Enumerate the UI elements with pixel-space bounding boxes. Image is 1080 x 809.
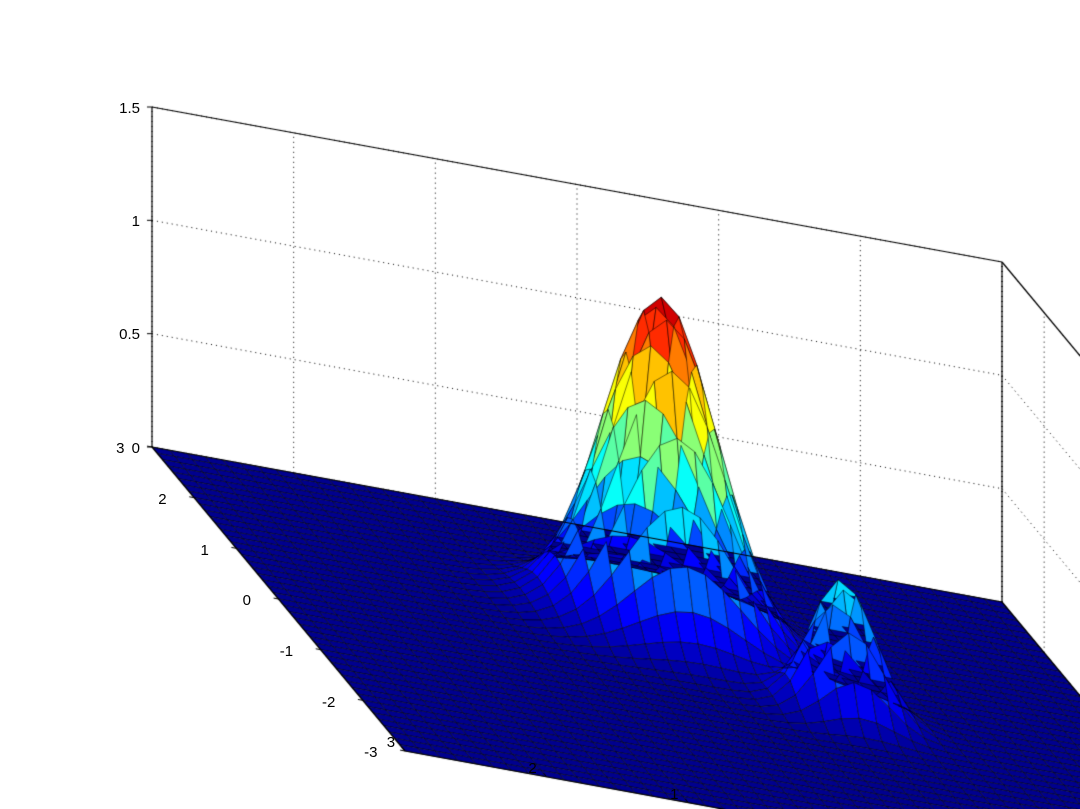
surface-3d-chart: 00.511.5-3-2-10123-3-2-10123 [0, 0, 1080, 809]
axis-tick-label: 2 [528, 760, 536, 777]
axis-tick-label: 3 [387, 734, 395, 751]
axis-tick-label: 0 [243, 592, 251, 609]
axis-tick-label: 0.5 [119, 326, 140, 343]
axis-tick-label: 2 [158, 491, 166, 508]
axis-tick-label: 1 [670, 786, 678, 803]
axis-tick-label: 0 [132, 440, 140, 457]
axis-tick-label: -1 [280, 643, 293, 660]
axis-tick-label: 1 [200, 542, 208, 559]
axis-tick-label: 3 [116, 440, 124, 457]
axis-tick-label: 1.5 [119, 100, 140, 117]
axis-tick-label: -3 [364, 744, 377, 761]
axis-tick-label: -2 [322, 694, 335, 711]
axis-tick-label: 1 [132, 213, 140, 230]
surface-canvas [0, 0, 1080, 809]
